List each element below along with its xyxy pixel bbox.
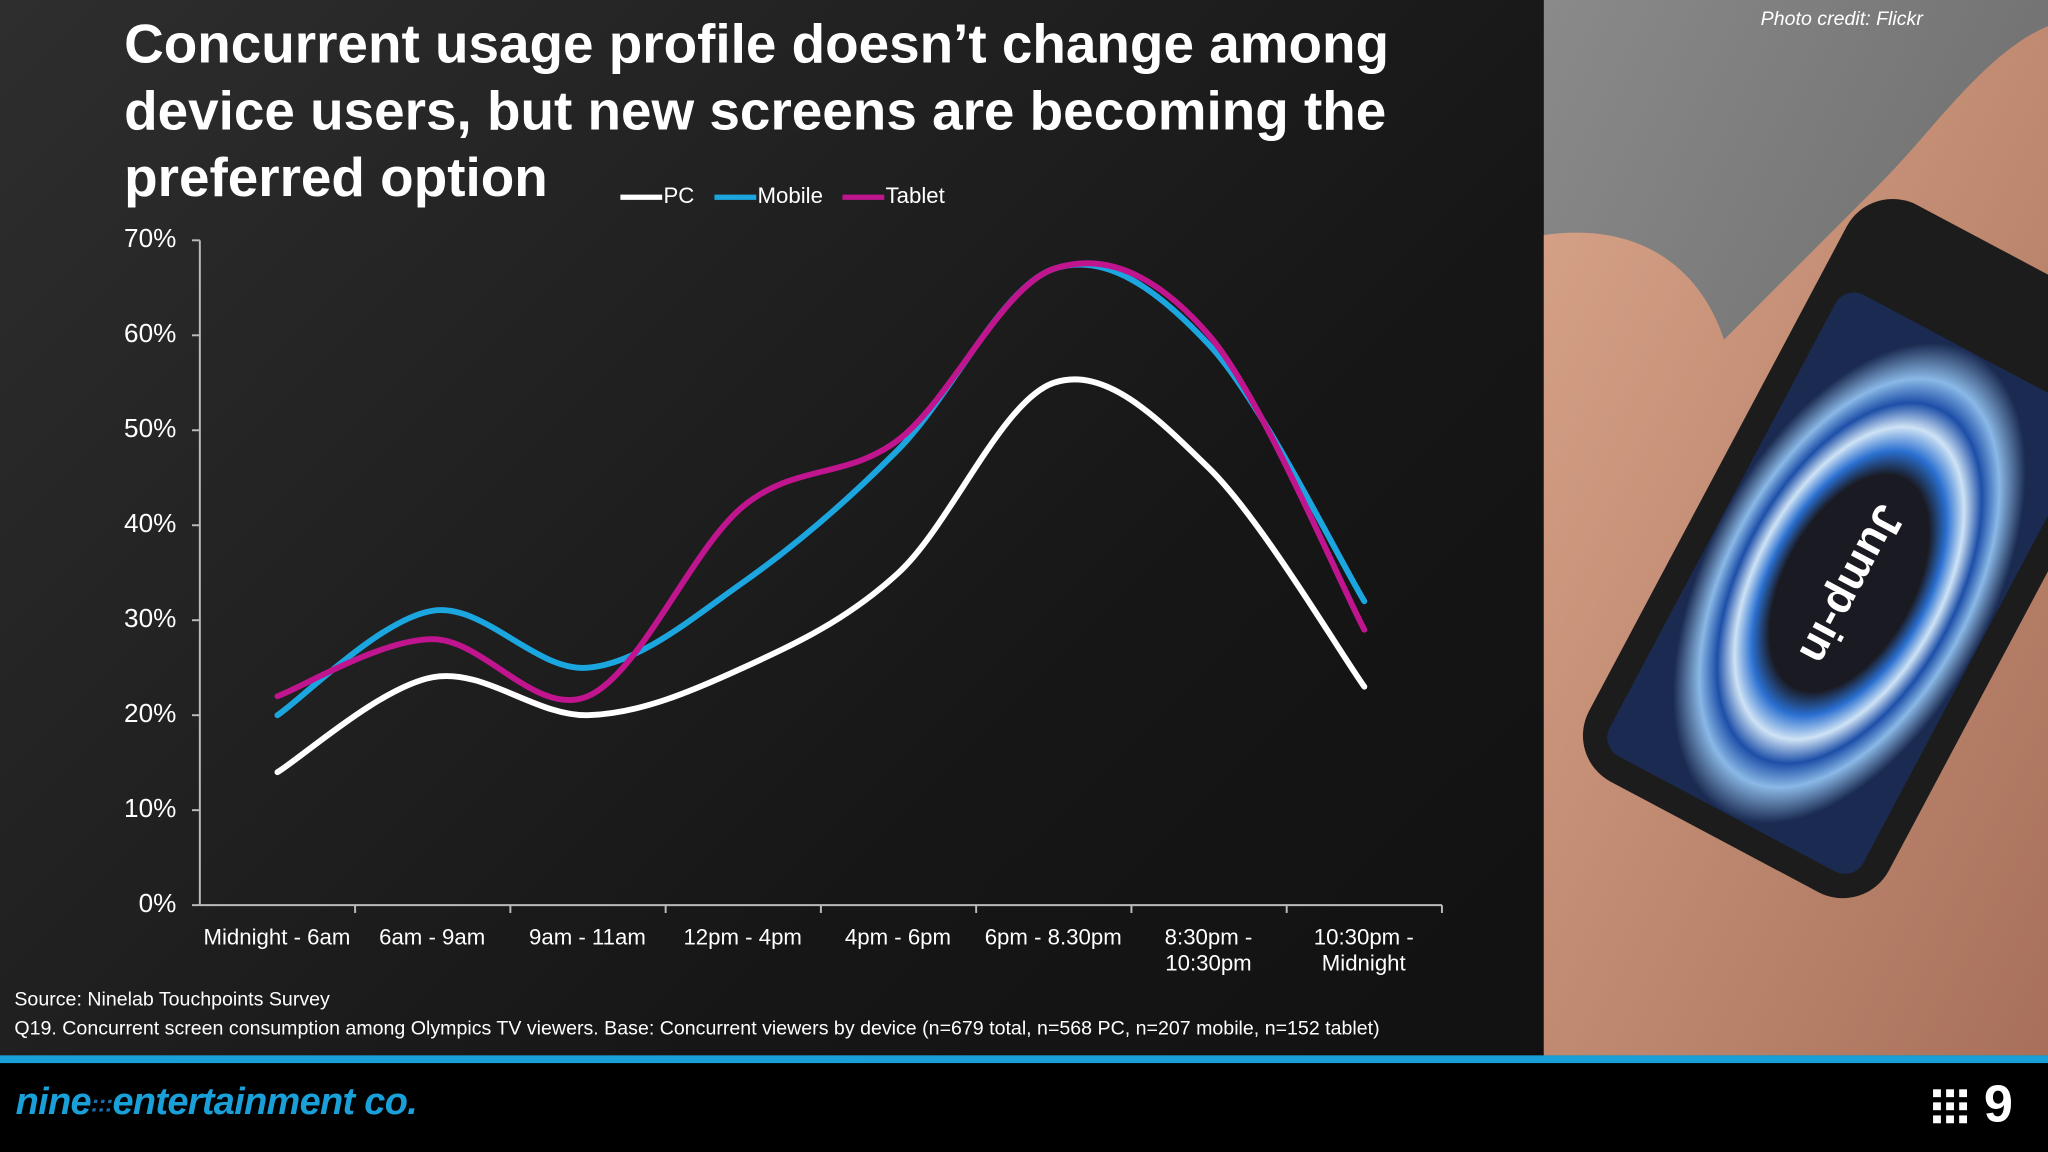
y-tick-label: 10% xyxy=(124,793,176,823)
photo: Jump-in xyxy=(1543,0,2048,1056)
y-tick-label: 20% xyxy=(124,698,176,728)
line-series xyxy=(274,261,1368,719)
brand-dots: ::: xyxy=(90,1090,113,1117)
footnote: Q19. Concurrent screen consumption among… xyxy=(14,1017,1380,1040)
y-tick-label: 40% xyxy=(124,508,176,538)
divider xyxy=(0,1055,2048,1064)
line-series xyxy=(274,376,1368,776)
y-tick-label: 60% xyxy=(124,318,176,348)
nine-logo: 9 xyxy=(1933,1075,2013,1133)
brand-name: nine xyxy=(15,1081,92,1124)
legend-label: PC xyxy=(664,183,695,208)
y-tick-label: 30% xyxy=(124,603,176,633)
chart-title: Concurrent usage profile doesn’t change … xyxy=(124,13,1390,208)
x-tick-label: 8:30pm - 10:30pm xyxy=(1164,924,1253,976)
brand-suffix: entertainment co. xyxy=(112,1081,418,1124)
source: Source: Ninelab Touchpoints Survey xyxy=(14,988,330,1011)
x-tick-label: 4pm - 6pm xyxy=(844,924,952,950)
x-tick-label: 12pm - 4pm xyxy=(683,924,802,950)
legend-label: Mobile xyxy=(758,183,823,208)
brand: nine:::entertainment co. xyxy=(15,1081,418,1124)
y-tick-label: 50% xyxy=(124,413,176,443)
x-tick-label: 6pm - 8.30pm xyxy=(984,924,1122,950)
x-tick-label: 6am - 9am xyxy=(379,924,486,950)
y-tick-label: 0% xyxy=(139,888,177,918)
photo-credit: Photo credit: Flickr xyxy=(1760,7,1923,31)
svg-text:9: 9 xyxy=(1984,1075,2013,1133)
y-tick-label: 70% xyxy=(124,223,176,253)
x-tick-label: Midnight - 6am xyxy=(203,924,351,950)
x-tick-label: 9am - 11am xyxy=(528,924,646,950)
line-series xyxy=(274,260,1368,704)
legend-label: Tablet xyxy=(886,183,945,208)
footer xyxy=(0,1063,2048,1152)
x-tick-label: 10:30pm - Midnight xyxy=(1313,924,1414,976)
